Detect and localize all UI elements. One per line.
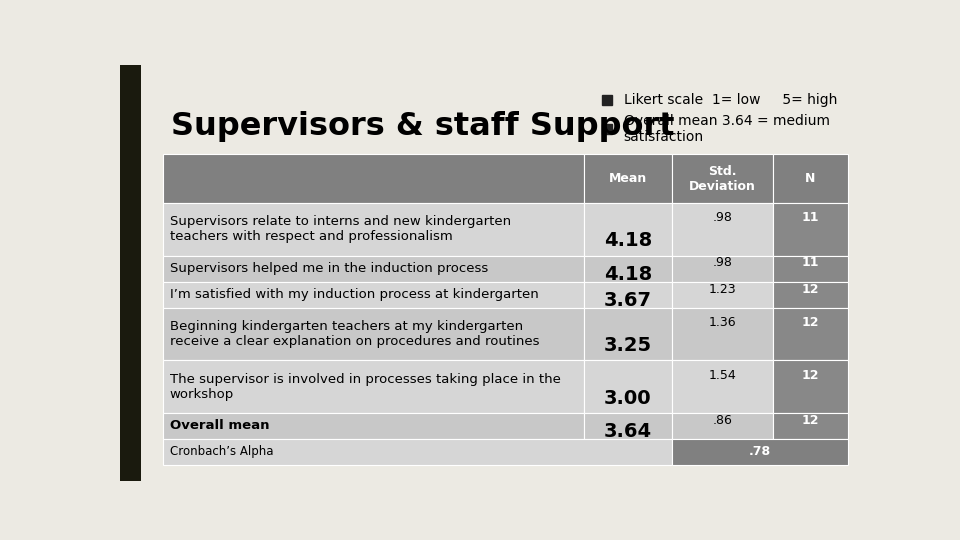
- Bar: [584, 154, 672, 203]
- Bar: [672, 439, 848, 465]
- Text: N: N: [805, 172, 815, 185]
- Bar: [773, 282, 848, 308]
- Text: 1.54: 1.54: [708, 369, 736, 382]
- Bar: [672, 413, 773, 439]
- Text: 11: 11: [802, 212, 819, 225]
- Bar: [163, 308, 584, 360]
- Text: Supervisors helped me in the induction process: Supervisors helped me in the induction p…: [170, 262, 488, 275]
- Text: Overall mean 3.64 = medium
satisfaction: Overall mean 3.64 = medium satisfaction: [624, 114, 829, 144]
- Text: 1.36: 1.36: [708, 316, 736, 329]
- Bar: [773, 154, 848, 203]
- Text: Mean: Mean: [609, 172, 647, 185]
- Text: Beginning kindergarten teachers at my kindergarten
receive a clear explanation o: Beginning kindergarten teachers at my ki…: [170, 320, 540, 348]
- Bar: [163, 439, 672, 465]
- Bar: [163, 255, 584, 282]
- Text: 1.23: 1.23: [708, 282, 736, 296]
- Text: 12: 12: [802, 316, 819, 329]
- Text: 11: 11: [802, 256, 819, 269]
- Text: Likert scale  1= low     5= high: Likert scale 1= low 5= high: [624, 93, 837, 107]
- Text: I’m satisfied with my induction process at kindergarten: I’m satisfied with my induction process …: [170, 288, 539, 301]
- Bar: [163, 282, 584, 308]
- Bar: [672, 308, 773, 360]
- Bar: [773, 308, 848, 360]
- Text: Overall mean: Overall mean: [170, 420, 270, 433]
- Bar: [773, 360, 848, 413]
- Text: 4.18: 4.18: [604, 232, 652, 251]
- Bar: [773, 203, 848, 255]
- Text: 3.64: 3.64: [604, 422, 652, 441]
- Text: 3.00: 3.00: [604, 389, 652, 408]
- Text: 12: 12: [802, 414, 819, 427]
- Text: Cronbach’s Alpha: Cronbach’s Alpha: [170, 446, 274, 458]
- Bar: [584, 360, 672, 413]
- Bar: [672, 203, 773, 255]
- Bar: [773, 413, 848, 439]
- Bar: [773, 255, 848, 282]
- Text: 12: 12: [802, 282, 819, 296]
- Bar: [163, 203, 584, 255]
- Text: 3.67: 3.67: [604, 291, 652, 310]
- Text: .98: .98: [712, 256, 732, 269]
- Bar: [163, 360, 584, 413]
- Bar: [584, 308, 672, 360]
- Bar: [672, 360, 773, 413]
- Text: Std.
Deviation: Std. Deviation: [689, 165, 756, 193]
- Text: .86: .86: [712, 414, 732, 427]
- Bar: [584, 282, 672, 308]
- Text: Supervisors & staff Support: Supervisors & staff Support: [171, 111, 674, 141]
- Text: 3.25: 3.25: [604, 336, 652, 355]
- Bar: [672, 282, 773, 308]
- Text: 12: 12: [802, 369, 819, 382]
- Text: Supervisors relate to interns and new kindergarten
teachers with respect and pro: Supervisors relate to interns and new ki…: [170, 215, 511, 244]
- Text: .78: .78: [749, 446, 771, 458]
- Bar: [584, 255, 672, 282]
- Bar: [120, 65, 141, 481]
- Text: The supervisor is involved in processes taking place in the
workshop: The supervisor is involved in processes …: [170, 373, 561, 401]
- Bar: [584, 203, 672, 255]
- Bar: [672, 255, 773, 282]
- Bar: [584, 413, 672, 439]
- Bar: [163, 154, 584, 203]
- Text: .98: .98: [712, 212, 732, 225]
- Bar: [672, 154, 773, 203]
- Text: 4.18: 4.18: [604, 265, 652, 284]
- Bar: [163, 413, 584, 439]
